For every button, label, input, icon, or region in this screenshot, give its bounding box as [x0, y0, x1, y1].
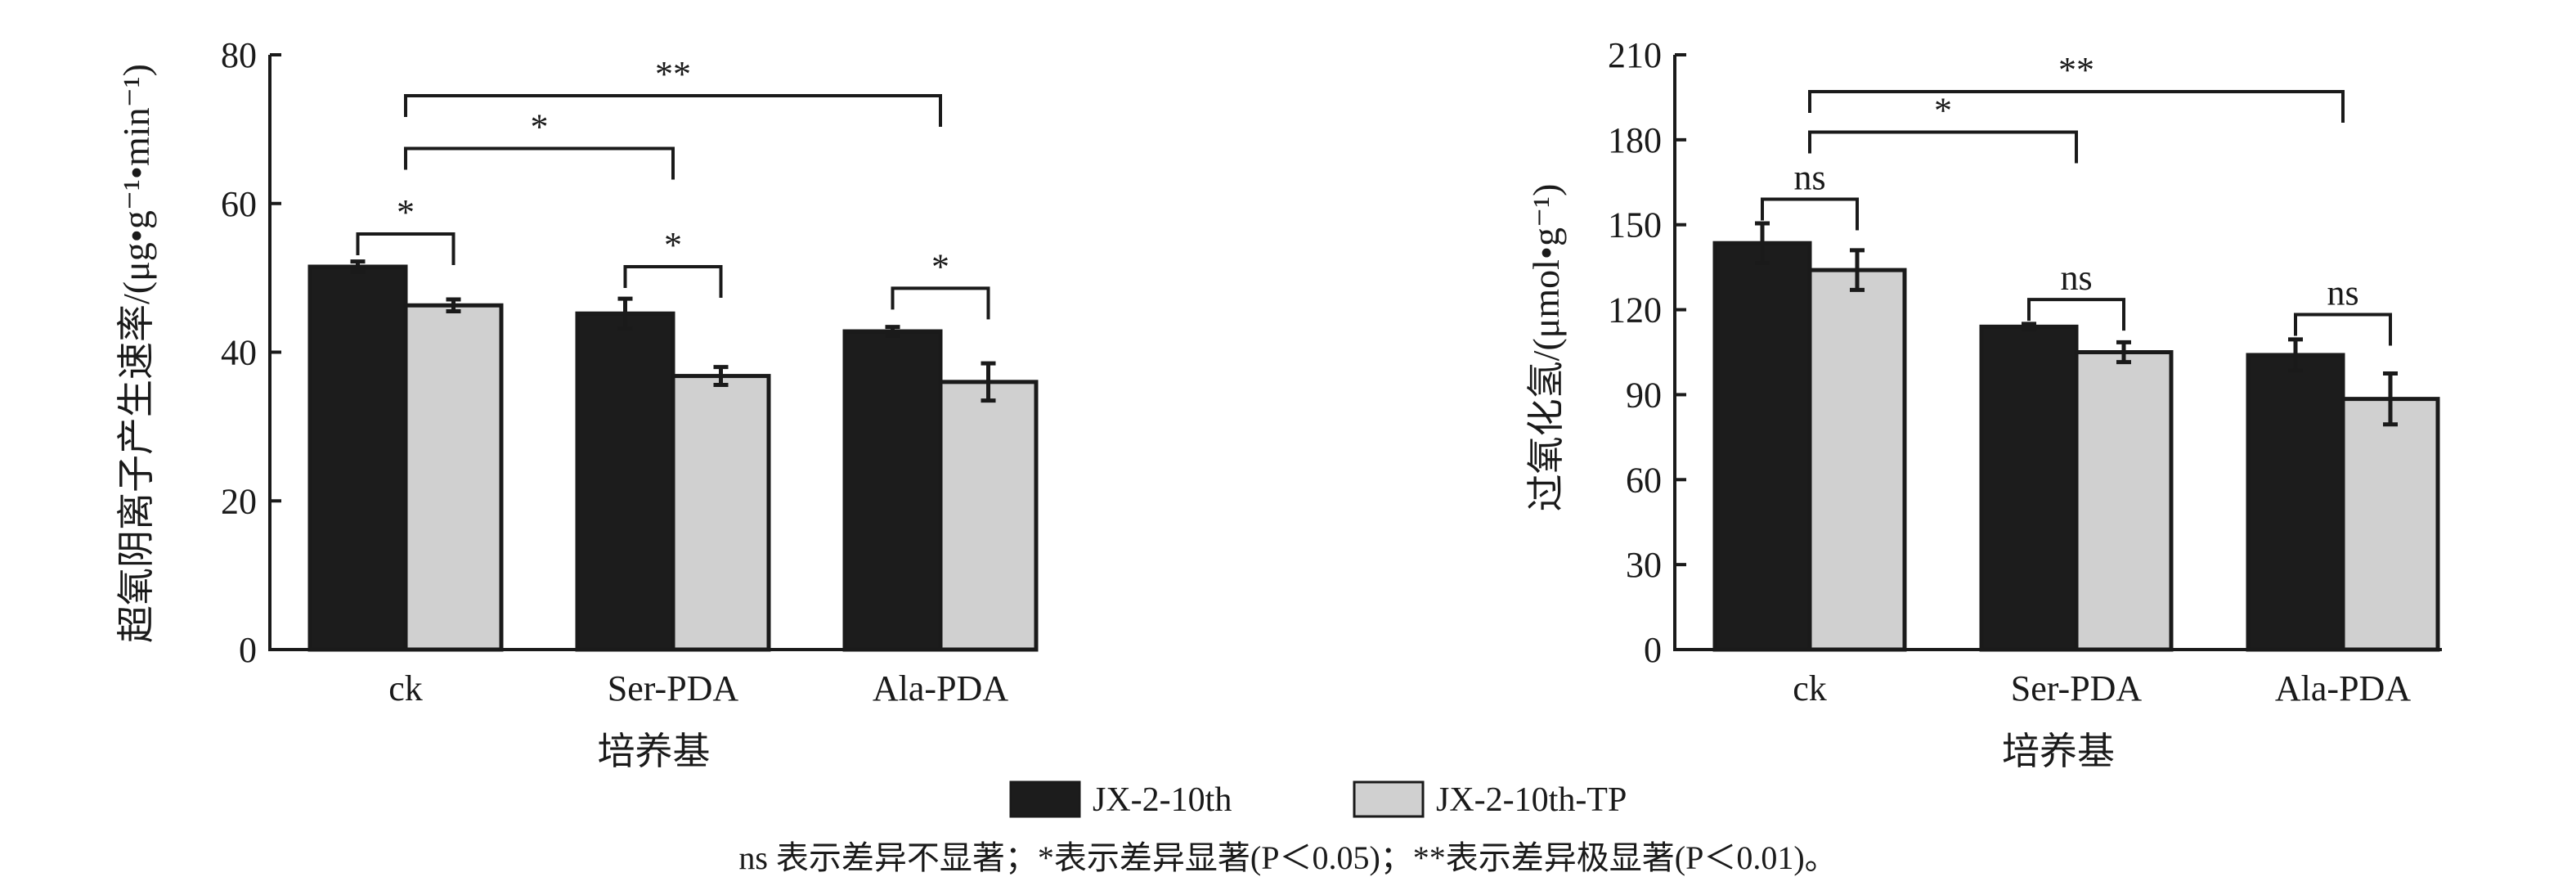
significance-label: ns	[2327, 272, 2358, 313]
y-tick-label: 60	[1626, 460, 1662, 500]
error-bar	[617, 296, 633, 331]
significance-label: *	[397, 192, 415, 232]
significance-bracket	[404, 146, 675, 180]
error-bar	[350, 259, 366, 274]
significance-label: *	[1934, 91, 1952, 131]
significance-bracket	[404, 93, 942, 127]
legend-label-series1: JX-2-10th	[1093, 781, 1232, 819]
y-axis-label: 过氧化氢/(μmol•g⁻¹)	[1525, 184, 1567, 512]
y-tick-label: 180	[1608, 120, 1662, 160]
bar	[1712, 241, 1812, 652]
error-bar	[446, 297, 461, 314]
significance-label: ns	[1793, 158, 1825, 198]
bar	[307, 264, 408, 652]
y-tick-label: 0	[239, 630, 257, 670]
significance-bracket	[356, 232, 456, 266]
x-tick-label: ck	[1793, 668, 1827, 708]
y-tick-label: 120	[1608, 290, 1662, 331]
y-tick-label: 80	[221, 35, 257, 75]
significance-bracket	[1808, 90, 2345, 124]
significance-label: **	[2058, 50, 2094, 90]
chart-superoxide: 0 20 40 60 80 ck Ser-PDA Ala-PDA 培养基 超氧阴离子产生速率/(μ…	[115, 35, 1039, 772]
error-bar	[1850, 248, 1865, 292]
error-bar	[2116, 340, 2131, 365]
y-tick-label: 20	[221, 481, 257, 521]
error-bar	[1755, 221, 1770, 265]
legend-swatch-series1	[1009, 780, 1081, 818]
significance-bracket	[1808, 130, 2078, 164]
bar	[575, 311, 675, 652]
y-tick-label: 40	[221, 333, 257, 373]
error-bar	[885, 325, 900, 339]
bar	[403, 303, 504, 652]
significance-bracket	[2027, 298, 2125, 331]
bar	[938, 380, 1039, 652]
legend-swatch-series2	[1353, 780, 1425, 818]
x-axis-label: 培养基	[2002, 731, 2115, 772]
x-tick-label: Ala-PDA	[873, 668, 1008, 708]
footnote: ns 表示差异不显著；*表示差异显著(P＜0.05)；**表示差异极显著(P＜0…	[738, 839, 1837, 876]
y-tick-label: 90	[1626, 375, 1662, 415]
significance-bracket	[2294, 313, 2392, 346]
significance-label: **	[655, 54, 691, 94]
y-tick-label: 0	[1644, 630, 1662, 670]
y-tick-label: 210	[1608, 35, 1662, 75]
significance-label: *	[931, 246, 949, 286]
y-tick-label: 150	[1608, 205, 1662, 245]
bar	[1979, 324, 2079, 652]
x-axis-label: 培养基	[598, 731, 711, 772]
error-bar	[981, 361, 996, 403]
bar	[671, 374, 771, 652]
x-tick-label: Ser-PDA	[2011, 668, 2143, 708]
error-bar	[2022, 322, 2036, 332]
bar	[2246, 353, 2345, 652]
significance-bracket	[1761, 197, 1859, 231]
legend: JX-2-10th JX-2-10th-TP	[1009, 780, 1627, 819]
error-bar	[713, 365, 729, 387]
significance-label: ns	[2060, 258, 2092, 298]
chart-hydrogen-peroxide: 0 30 60 90 120 150 180 210 ck Ser-PDA Ala-PDA 培养基 过氧…	[1525, 35, 2442, 772]
bar	[2074, 350, 2174, 652]
legend-label-series2: JX-2-10th-TP	[1436, 781, 1627, 819]
significance-label: *	[531, 107, 549, 147]
bar	[1807, 268, 1907, 652]
bar	[842, 329, 943, 652]
x-tick-label: Ala-PDA	[2275, 668, 2411, 708]
significance-label: *	[664, 225, 682, 265]
error-bar	[2383, 371, 2398, 427]
y-tick-label: 30	[1626, 545, 1662, 585]
error-bar	[2288, 337, 2303, 373]
significance-bracket	[891, 286, 990, 320]
y-axis-label: 超氧阴离子产生速率/(μg•g⁻¹•min⁻¹)	[115, 64, 157, 643]
significance-bracket	[623, 264, 723, 298]
bar	[2340, 397, 2440, 652]
y-tick-label: 60	[221, 184, 257, 224]
x-tick-label: ck	[388, 668, 423, 708]
x-tick-label: Ser-PDA	[608, 668, 739, 708]
